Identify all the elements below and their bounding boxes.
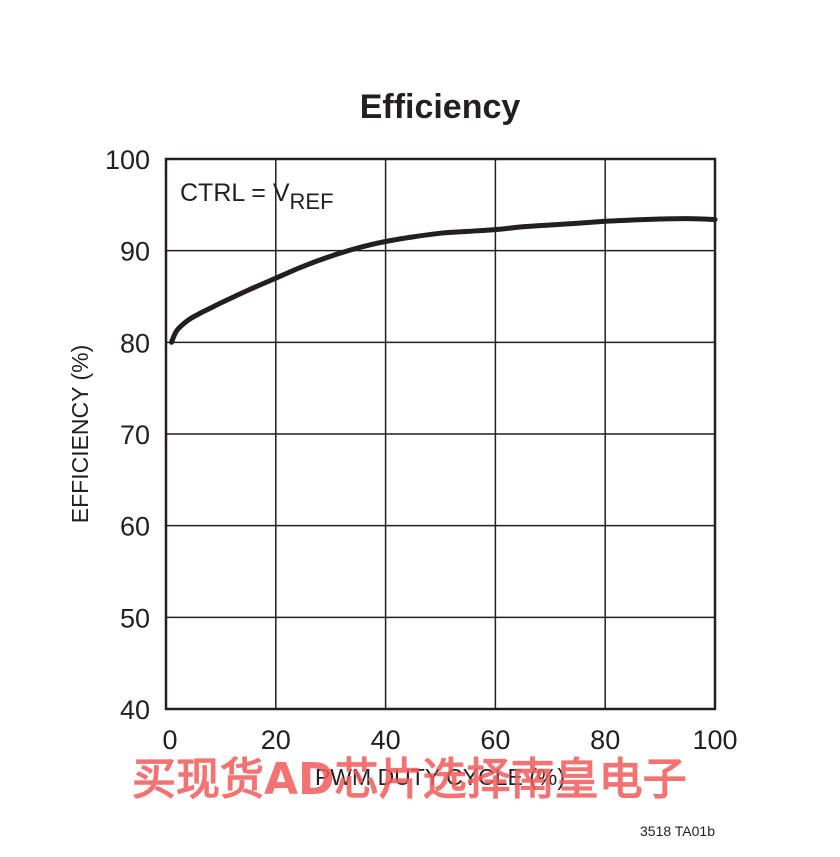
x-tick-label: 20 [261, 725, 291, 755]
x-tick-label: 40 [371, 725, 401, 755]
x-tick-labels: 0 20 40 60 80 100 [162, 725, 737, 755]
y-axis-label: EFFICIENCY (%) [67, 345, 93, 523]
y-tick-labels: 40 50 60 70 80 90 100 [105, 145, 150, 725]
chart-title: Efficiency [360, 88, 521, 126]
grid-lines [165, 158, 716, 710]
x-tick-label: 0 [162, 725, 177, 755]
y-tick-label: 90 [120, 237, 150, 267]
figure-id: 3518 TA01b [640, 823, 715, 839]
x-tick-label: 60 [480, 725, 510, 755]
y-tick-label: 80 [120, 328, 150, 358]
plot-frame [164, 157, 717, 711]
efficiency-curve [169, 216, 718, 345]
x-tick-label: 80 [590, 725, 620, 755]
x-tick-label: 100 [692, 725, 737, 755]
ctrl-annotation: CTRL = VREF [180, 179, 334, 214]
x-axis-label: PWM DUTY CYCLE (%) [315, 764, 565, 790]
y-tick-label: 100 [105, 145, 150, 175]
y-tick-label: 50 [120, 603, 150, 633]
annotation-main: CTRL = V [180, 179, 290, 207]
y-tick-label: 70 [120, 420, 150, 450]
y-tick-label: 40 [120, 695, 150, 725]
watermark-text: 买现货AD芯片选择南皇电子 [132, 754, 687, 805]
annotation-subscript: REF [290, 189, 334, 214]
y-tick-label: 60 [120, 512, 150, 542]
